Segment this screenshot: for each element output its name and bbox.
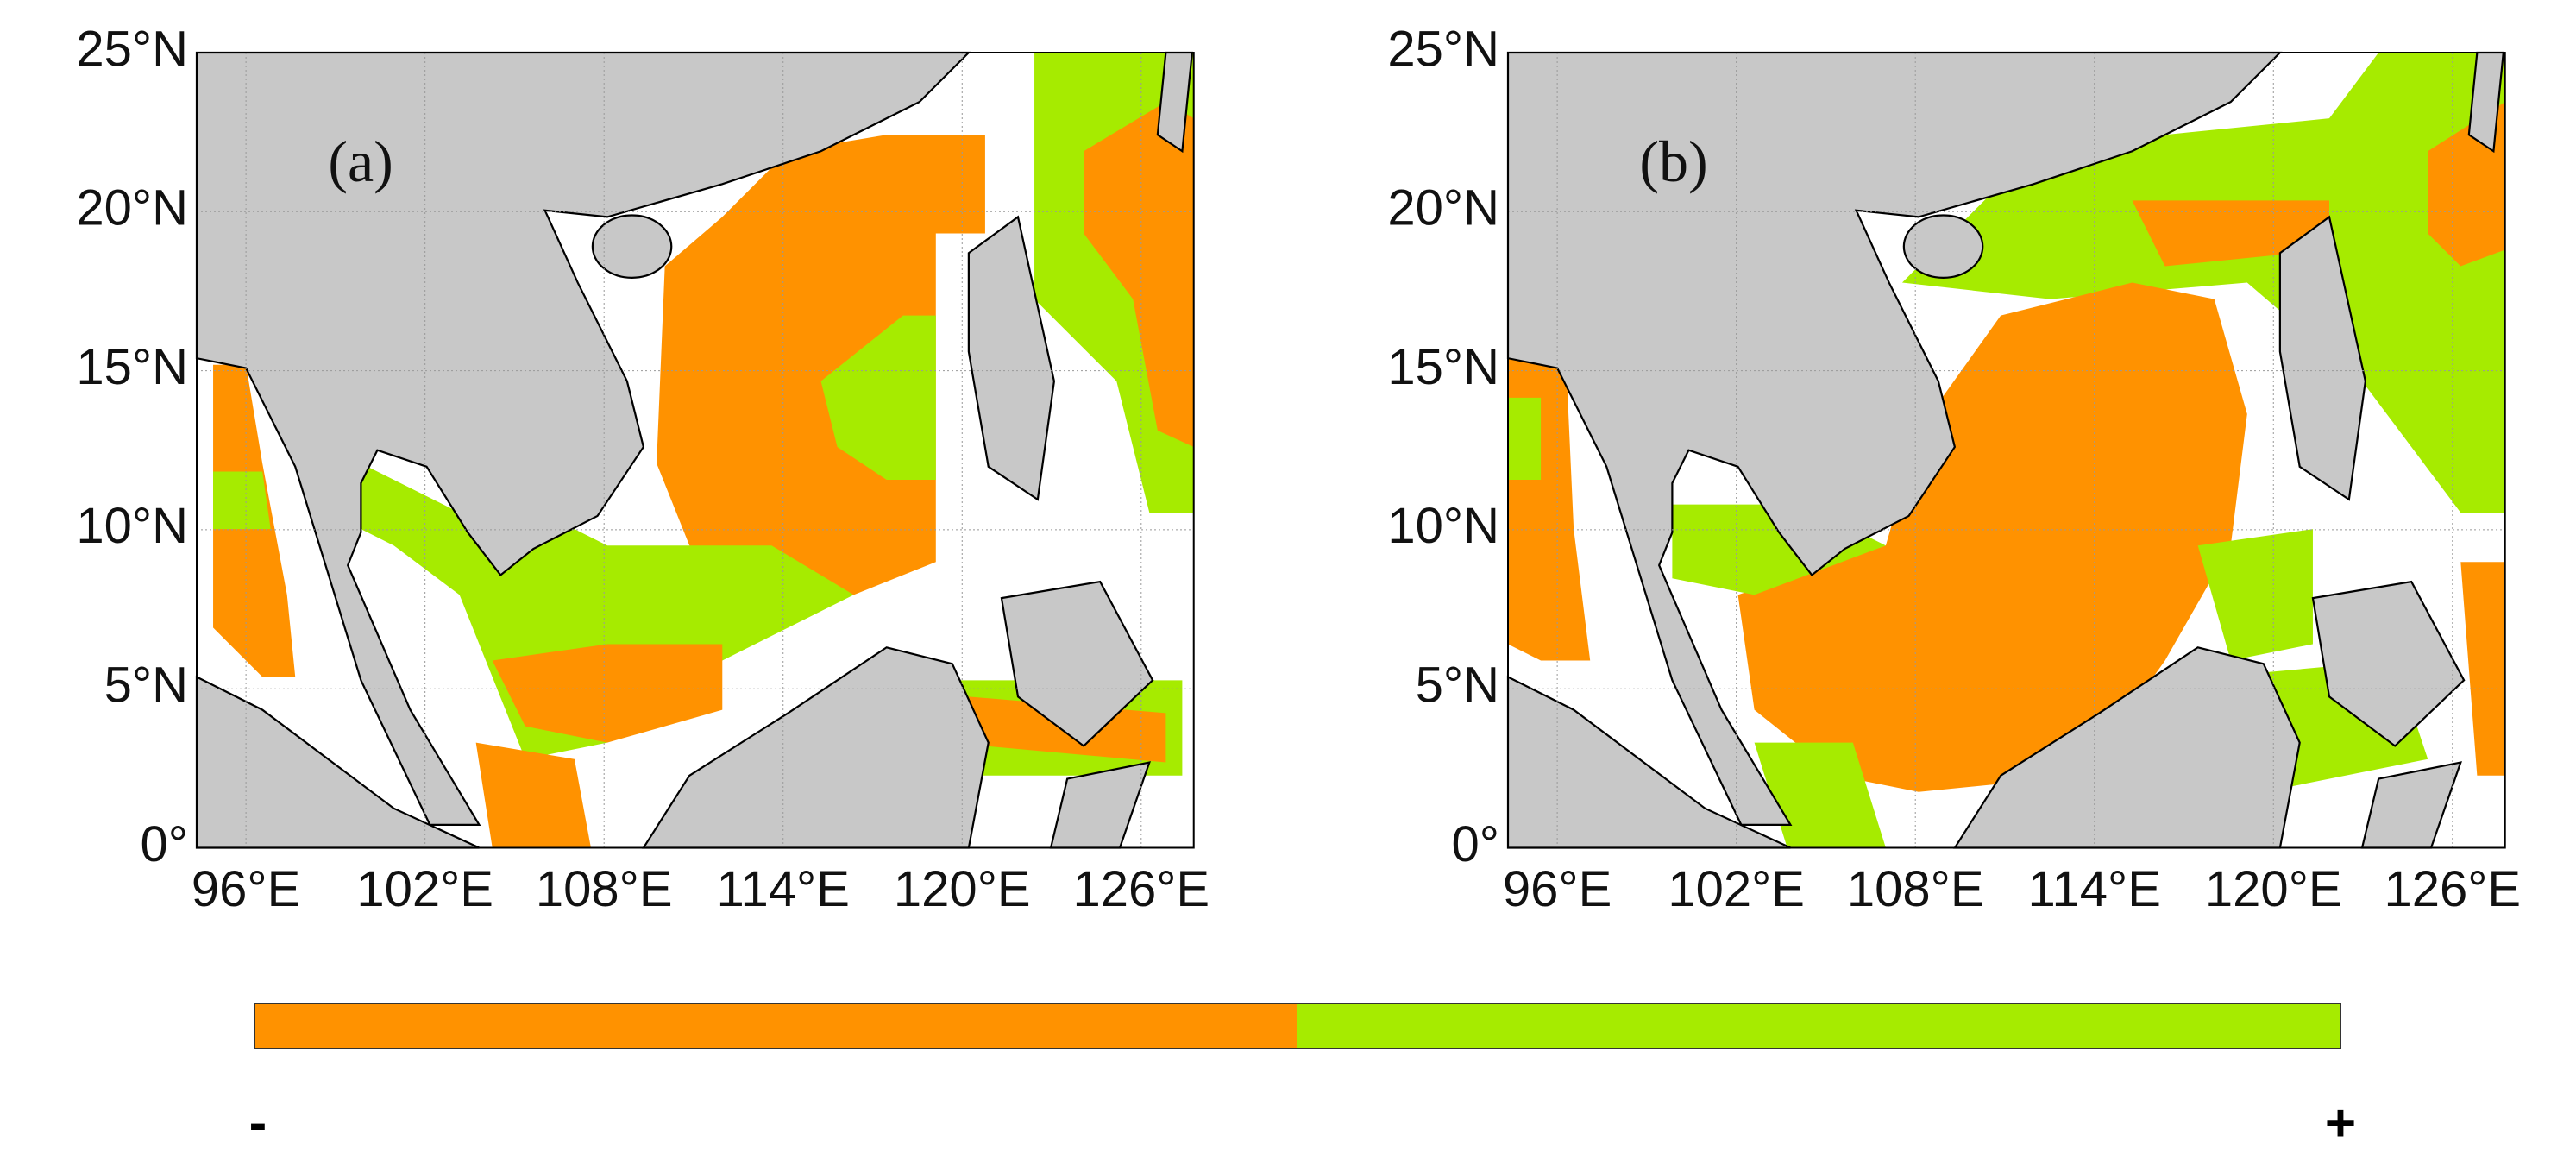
y-tick-label: 25°N xyxy=(1387,21,1499,77)
y-tick-label: 5°N xyxy=(1416,658,1499,714)
colorbar-frame xyxy=(254,1003,2341,1049)
x-tick-label: 96°E xyxy=(1503,861,1612,917)
colorbar-min-label: - xyxy=(249,1093,267,1153)
map-frame xyxy=(1508,53,2505,848)
x-tick-label: 120°E xyxy=(894,861,1031,917)
y-tick-label: 5°N xyxy=(104,658,188,714)
y-tick-label: 25°N xyxy=(76,21,188,77)
x-tick-label: 114°E xyxy=(2028,861,2161,917)
colorbar-positive xyxy=(1297,1004,2340,1048)
y-tick-label: 0° xyxy=(1452,816,1499,872)
y-tick-label: 20°N xyxy=(1387,180,1499,236)
x-tick-label: 126°E xyxy=(2384,861,2521,917)
panel-label: (a) xyxy=(328,129,393,194)
y-tick-label: 10°N xyxy=(76,498,188,554)
map-frame xyxy=(197,53,1194,848)
x-tick-label: 120°E xyxy=(2205,861,2342,917)
colorbar-max-label: + xyxy=(2325,1093,2356,1153)
x-tick-label: 114°E xyxy=(717,861,850,917)
x-tick-label: 126°E xyxy=(1072,861,1209,917)
x-tick-label: 108°E xyxy=(536,861,673,917)
x-tick-label: 102°E xyxy=(1668,861,1805,917)
x-tick-label: 96°E xyxy=(192,861,300,917)
y-tick-label: 0° xyxy=(141,816,188,872)
map-panel xyxy=(1508,53,2505,848)
y-tick-label: 15°N xyxy=(76,339,188,395)
panel-label: (b) xyxy=(1639,129,1707,194)
map-panel xyxy=(197,53,1194,848)
y-tick-label: 20°N xyxy=(76,180,188,236)
colorbar-negative xyxy=(254,1004,1297,1048)
y-tick-label: 10°N xyxy=(1387,498,1499,554)
x-tick-label: 108°E xyxy=(1847,861,1984,917)
y-tick-label: 15°N xyxy=(1387,339,1499,395)
x-tick-label: 102°E xyxy=(356,861,493,917)
